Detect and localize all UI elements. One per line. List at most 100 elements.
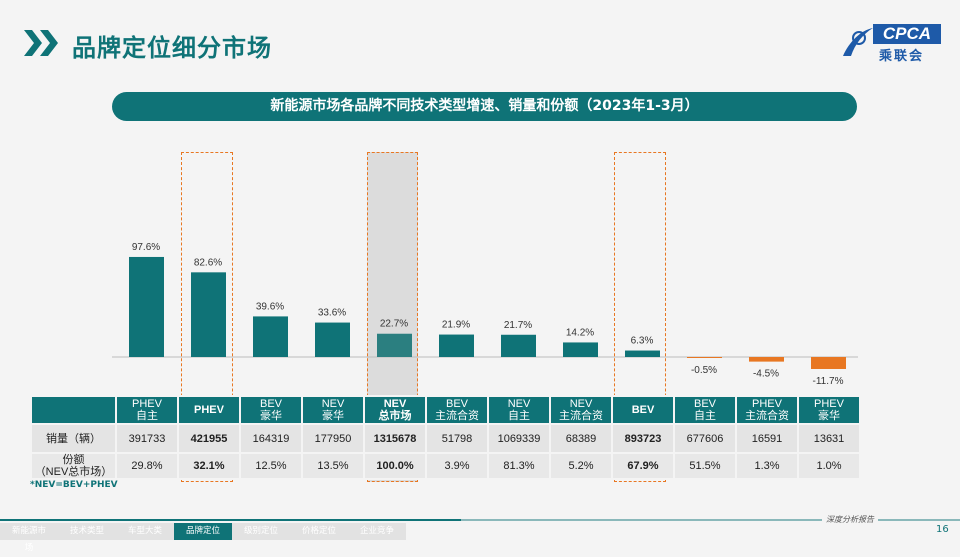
data-label: 14.2%: [566, 327, 594, 338]
nav-tab[interactable]: 企业竞争: [359, 526, 394, 536]
share-sublabel: （NEV总市场）: [34, 466, 113, 478]
highlight-box-bev: [614, 152, 666, 482]
bar: [253, 316, 288, 357]
bar: [129, 256, 164, 357]
header-text: 自主: [694, 410, 716, 422]
nav-tab[interactable]: 技术类型: [69, 526, 104, 536]
nav-tab[interactable]: 车型大类: [127, 526, 162, 536]
sales-cell: 13631: [797, 423, 861, 454]
header-text: 豪华: [260, 410, 282, 422]
nav-tab[interactable]: 品牌定位: [174, 523, 232, 540]
share-cell: 29.8%: [115, 452, 179, 480]
sales-cell: 1315678: [363, 423, 427, 454]
share-cell: 3.9%: [425, 452, 489, 480]
share-cell: 1.3%: [735, 452, 799, 480]
header-text: 自主: [136, 410, 158, 422]
column-header: PHEV 自主: [115, 395, 179, 425]
header-text: 豪华: [322, 410, 344, 422]
section-nav: 新能源市场 技术类型 车型大类 品牌定位 级别定位 价格定位 企业竞争: [0, 523, 406, 553]
sales-cell: 893723: [611, 423, 675, 454]
sales-cell: 68389: [549, 423, 613, 454]
header-text: BEV: [445, 398, 468, 410]
data-label: 21.9%: [442, 320, 470, 331]
growth-bar-chart: 97.6% 82.6% 39.6% 33.6% 22.7% 21.9% 21.7% 14.2%…: [112, 242, 858, 387]
logo-text: CPCA: [873, 24, 941, 44]
column-header: PHEV: [177, 395, 241, 425]
nav-tab[interactable]: 价格定位: [301, 526, 336, 536]
data-label: 22.7%: [380, 319, 408, 330]
chart-banner-title: 新能源市场各品牌不同技术类型增速、销量和份额（2023年1-3月）: [112, 92, 857, 121]
header-text: 主流合资: [745, 410, 789, 422]
header-text: BEV: [693, 398, 716, 410]
bar: [191, 272, 226, 357]
bar: [625, 350, 660, 357]
share-cell: 13.5%: [301, 452, 365, 480]
column-header: BEV 自主: [673, 395, 737, 425]
bar: [377, 333, 412, 357]
share-cell: 5.2%: [549, 452, 613, 480]
report-label: 深度分析报告: [822, 514, 878, 525]
column-header: NEV 豪华: [301, 395, 365, 425]
sales-cell: 16591: [735, 423, 799, 454]
header-text: NEV: [321, 398, 345, 410]
data-label: 39.6%: [256, 301, 284, 312]
share-cell: 67.9%: [611, 452, 675, 480]
sales-share-table: PHEV 自主 PHEV BEV 豪华 NEV 豪华 NEV 总市场 BEV 主流合资 NEV 自主 NE…: [30, 395, 861, 480]
header-text: 自主: [508, 410, 530, 422]
header-text: NEV: [569, 398, 593, 410]
footer-divider: [0, 519, 960, 521]
sales-cell: 51798: [425, 423, 489, 454]
bar: [811, 357, 846, 369]
nav-tab[interactable]: 新能源市场: [11, 526, 46, 553]
header-text: 主流合资: [435, 410, 479, 422]
cpca-logo: CPCA 乘联会: [835, 22, 943, 64]
sales-cell: 164319: [239, 423, 303, 454]
logo-swirl-icon: [843, 28, 873, 56]
column-header: BEV 主流合资: [425, 395, 489, 425]
nav-tab[interactable]: 级别定位: [243, 526, 278, 536]
share-cell: 100.0%: [363, 452, 427, 480]
header-corner: [30, 395, 117, 425]
bar: [501, 334, 536, 357]
data-label: -4.5%: [753, 369, 779, 380]
sales-cell: 177950: [301, 423, 365, 454]
highlight-box-phev: [181, 152, 233, 482]
bar: [439, 334, 474, 357]
column-header: PHEV 主流合资: [735, 395, 799, 425]
bar: [563, 342, 598, 357]
sales-cell: 391733: [115, 423, 179, 454]
share-label: 份额: [62, 454, 85, 466]
data-label: 33.6%: [318, 308, 346, 319]
header-text: BEV: [631, 404, 655, 416]
header-text: PHEV: [814, 398, 844, 410]
bar: [749, 357, 784, 362]
share-cell: 1.0%: [797, 452, 861, 480]
data-label: 97.6%: [132, 242, 160, 253]
column-header: NEV 主流合资: [549, 395, 613, 425]
chevron-icon: [24, 30, 58, 56]
sales-cell: 1069339: [487, 423, 551, 454]
header-text: 豪华: [818, 410, 840, 422]
page-title: 品牌定位细分市场: [72, 34, 272, 62]
share-cell: 32.1%: [177, 452, 241, 480]
column-header: PHEV 豪华: [797, 395, 861, 425]
header-text: NEV: [507, 398, 531, 410]
column-header: NEV 自主: [487, 395, 551, 425]
header-text: NEV: [383, 398, 407, 410]
sales-cell: 677606: [673, 423, 737, 454]
header-text: BEV: [259, 398, 282, 410]
footnote: *NEV=BEV+PHEV: [30, 480, 118, 490]
header-text: PHEV: [132, 398, 162, 410]
header-text: PHEV: [752, 398, 782, 410]
share-cell: 51.5%: [673, 452, 737, 480]
bar: [315, 322, 350, 357]
share-cell: 12.5%: [239, 452, 303, 480]
data-label: 21.7%: [504, 320, 532, 331]
header-text: 总市场: [378, 410, 412, 422]
data-label: -0.5%: [691, 365, 717, 376]
data-label: -11.7%: [813, 376, 844, 387]
row-label-sales: 销量（辆）: [30, 423, 117, 454]
header-text: PHEV: [194, 404, 224, 416]
bar: [687, 357, 722, 358]
sales-cell: 421955: [177, 423, 241, 454]
